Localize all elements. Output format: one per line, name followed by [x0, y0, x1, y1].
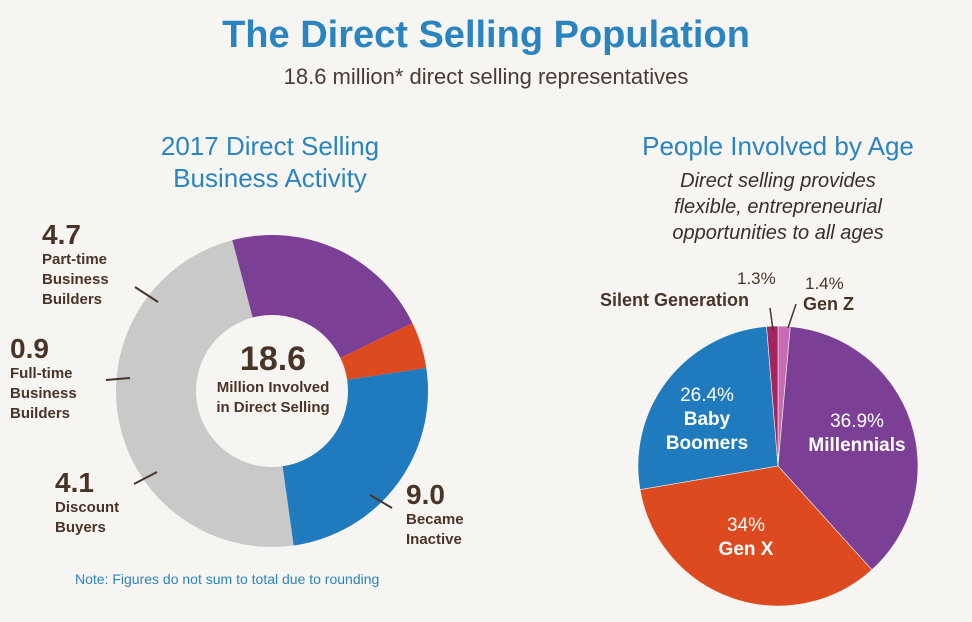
- label-full-time-line2: Business: [10, 385, 77, 402]
- label-part-time-line2: Business: [42, 271, 109, 288]
- rounding-note: Note: Figures do not sum to total due to…: [75, 571, 380, 587]
- label-part-time-value: 4.7: [42, 219, 81, 250]
- label-full-time-line1: Full-time: [10, 365, 73, 382]
- leader-gen-z: [787, 303, 797, 329]
- donut-center-value: 18.6: [239, 340, 307, 378]
- label-baby-boomers: 26.4% Baby Boomers: [662, 384, 752, 456]
- label-gen-x-name: Gen X: [718, 539, 774, 560]
- label-discount-value: 4.1: [55, 467, 94, 498]
- donut-title-line1: 2017 Direct Selling: [160, 131, 380, 161]
- center-label-line1: Million Involved: [216, 379, 330, 396]
- donut-slice-full-time-business-builders: [340, 323, 427, 380]
- pie-chart-description: Direct selling provides flexible, entrep…: [600, 168, 956, 246]
- leader-inactive: [369, 494, 393, 509]
- page-title: The Direct Selling Population: [222, 14, 750, 56]
- label-discount: 4.1 Discount Buyers: [55, 468, 119, 538]
- donut-slice-became-inactive: [115, 240, 294, 547]
- donut-slice-discount-buyers: [232, 234, 413, 358]
- pie-desc-line2: flexible, entrepreneurial: [674, 196, 882, 218]
- leader-full-time: [105, 377, 131, 381]
- label-silent-name: Silent Generation: [600, 290, 750, 310]
- label-gen-x: 34% Gen X: [706, 514, 786, 562]
- leader-discount: [133, 471, 158, 485]
- label-full-time-line3: Builders: [10, 405, 71, 422]
- label-gen-x-pct: 34%: [726, 515, 766, 536]
- center-label-line2: in Direct Selling: [216, 399, 330, 416]
- label-full-time-value: 0.9: [10, 333, 49, 364]
- label-millennials-pct: 36.9%: [830, 411, 884, 432]
- pie-desc-line3: opportunities to all ages: [672, 222, 884, 244]
- label-baby-boomers-line2: Boomers: [665, 433, 749, 454]
- label-full-time: 0.9 Full-time Business Builders: [10, 334, 77, 424]
- label-part-time: 4.7 Part-time Business Builders: [42, 220, 109, 310]
- label-discount-line1: Discount: [55, 499, 120, 516]
- pie-slice-baby-boomers: [637, 326, 779, 490]
- label-baby-boomers-pct: 26.4%: [680, 385, 734, 406]
- label-millennials-name: Millennials: [808, 435, 906, 456]
- donut-center-label: Million Involved in Direct Selling: [187, 378, 359, 418]
- pie-slice-millennials: [777, 326, 919, 571]
- pie-chart-title: People Involved by Age: [642, 131, 914, 161]
- donut-title-line2: Business Activity: [173, 163, 367, 193]
- label-inactive-line2: Inactive: [406, 531, 462, 548]
- label-part-time-line3: Builders: [42, 291, 103, 308]
- label-baby-boomers-line1: Baby: [683, 409, 731, 430]
- label-part-time-line1: Part-time: [42, 251, 108, 268]
- label-inactive-line1: Became: [406, 511, 464, 528]
- label-millennials: 36.9% Millennials: [796, 410, 918, 458]
- leader-silent-generation: [769, 307, 774, 331]
- label-gen-z-name: Gen Z: [803, 294, 855, 314]
- donut-slice-part-time-business-builders: [282, 367, 429, 546]
- pie-slice-gen-x: [639, 465, 873, 607]
- label-gen-z-pct: 1.4%: [805, 274, 844, 293]
- label-discount-line2: Buyers: [55, 519, 106, 536]
- label-silent-pct: 1.3%: [737, 269, 776, 288]
- leader-part-time: [134, 286, 159, 303]
- label-inactive-value: 9.0: [406, 479, 445, 510]
- page-subtitle: 18.6 million* direct selling representat…: [283, 64, 689, 89]
- donut-chart-title: 2017 Direct Selling Business Activity: [100, 130, 440, 194]
- pie-desc-line1: Direct selling provides: [680, 170, 876, 192]
- label-inactive: 9.0 Became Inactive: [406, 480, 464, 550]
